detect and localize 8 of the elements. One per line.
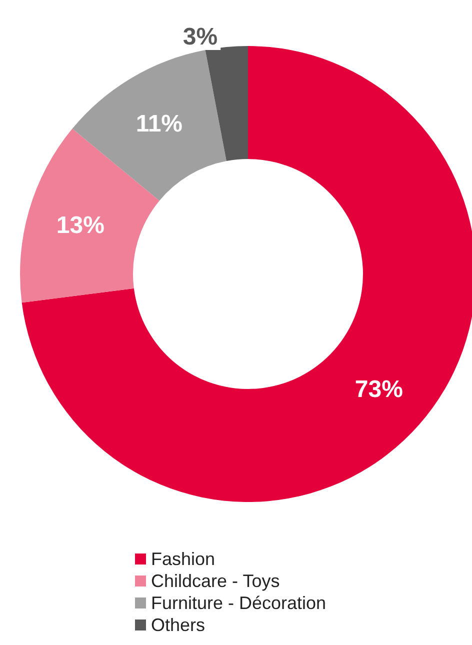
- legend-label: Others: [151, 615, 206, 635]
- legend-label: Fashion: [151, 549, 216, 569]
- data-label: 73%: [354, 376, 403, 403]
- data-label: 3%: [182, 24, 218, 51]
- legend-label: Furniture - Décoration: [151, 593, 326, 613]
- data-label: 11%: [136, 110, 183, 138]
- data-label: 13%: [56, 212, 104, 239]
- legend-label: Childcare - Toys: [151, 571, 280, 591]
